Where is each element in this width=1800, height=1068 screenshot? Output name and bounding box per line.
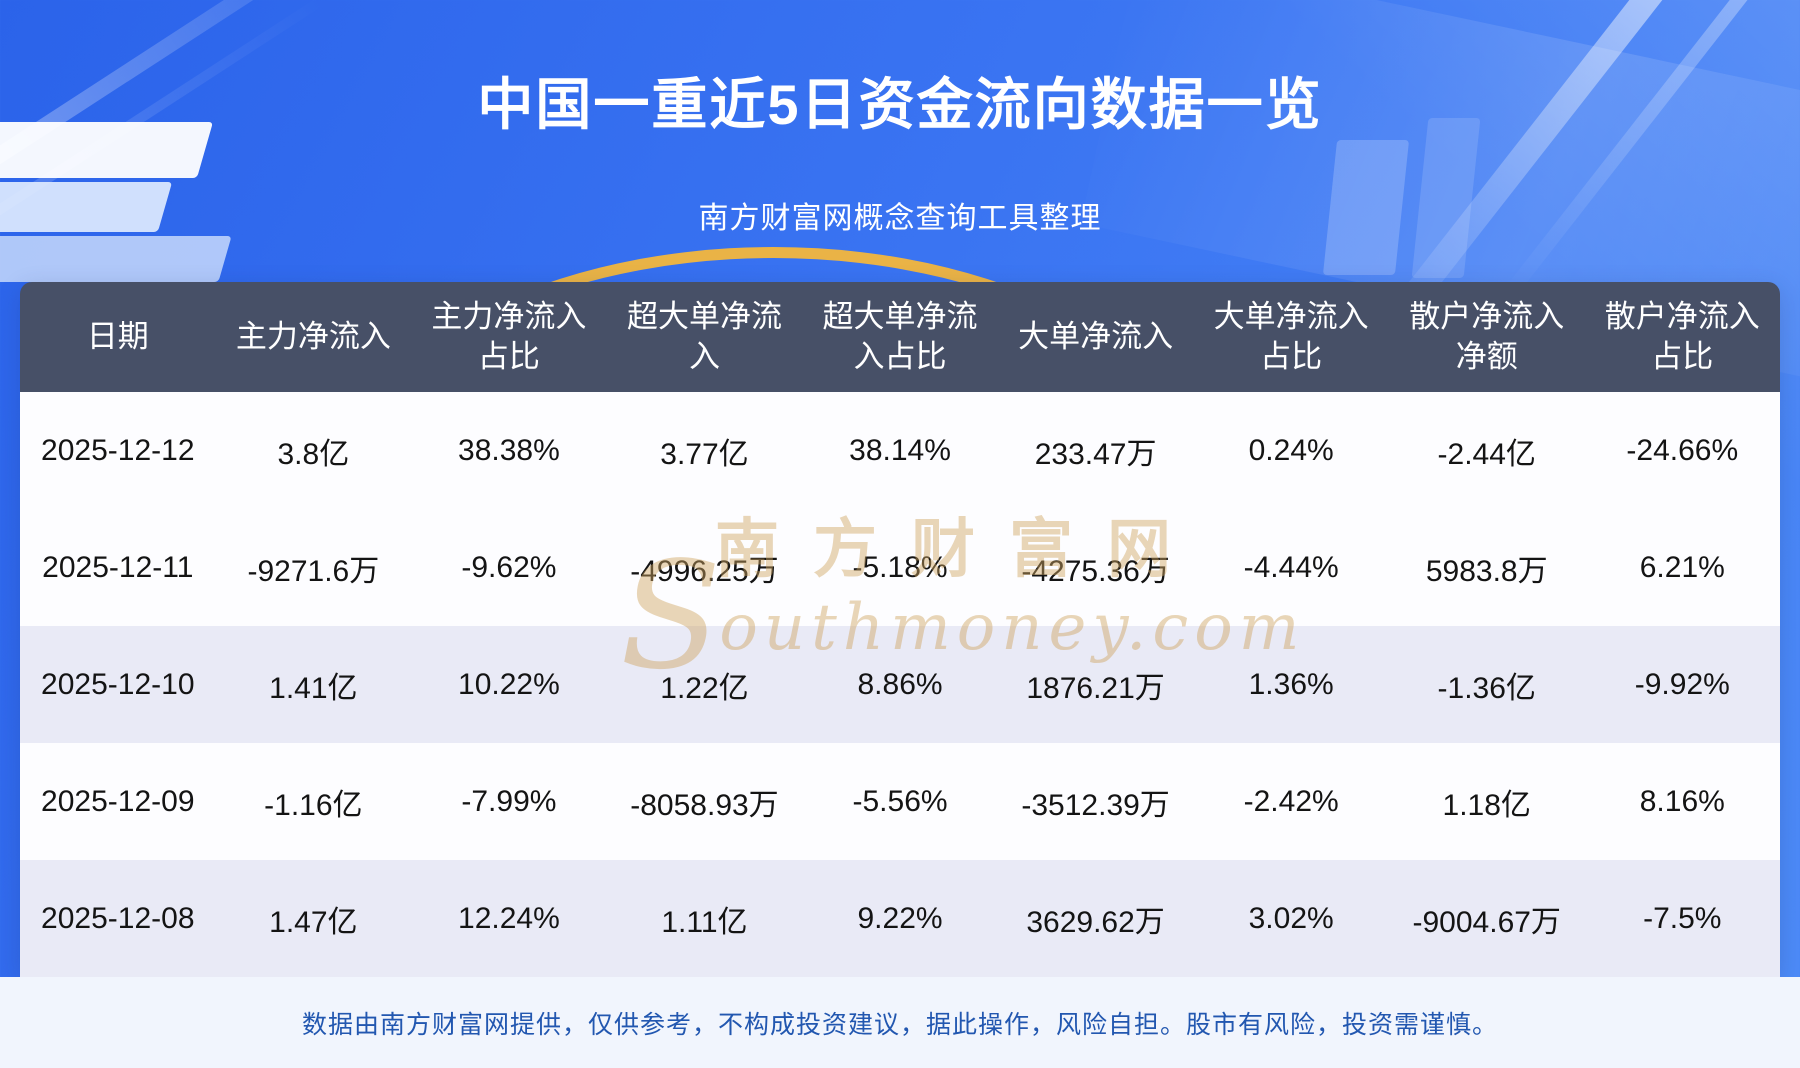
table-cell: -9.92% bbox=[1634, 667, 1730, 701]
table-cell: -24.66% bbox=[1626, 433, 1739, 467]
block-decoration bbox=[0, 236, 232, 282]
table-cell: 38.38% bbox=[458, 433, 560, 467]
table-cell: 3.77亿 bbox=[660, 437, 749, 471]
table-cell: 2025-12-12 bbox=[41, 433, 195, 467]
table-cell: 2025-12-09 bbox=[41, 784, 195, 818]
table-header-row: 日期 主力净流入 主力净流入占比 超大单净流入 超大单净流入占比 大单净流入 大… bbox=[20, 282, 1780, 392]
table-cell: 1.11亿 bbox=[661, 905, 748, 939]
table-row: 2025-12-09 -1.16亿 -7.99% -8058.93万 -5.56… bbox=[20, 743, 1780, 860]
column-header-retail-net-inflow-ratio: 散户净流入占比 bbox=[1604, 298, 1760, 374]
page-subtitle: 南方财富网概念查询工具整理 bbox=[698, 202, 1102, 235]
footer-strip: 数据由南方财富网提供，仅供参考，不构成投资建议，据此操作，风险自担。股市有风险，… bbox=[0, 977, 1800, 1068]
table-cell: 12.24% bbox=[458, 901, 560, 935]
column-header-large-order-net-inflow: 大单净流入 bbox=[1018, 318, 1174, 354]
column-header-retail-net-inflow: 散户净流入净额 bbox=[1409, 298, 1565, 374]
table-cell: -4.44% bbox=[1243, 550, 1339, 584]
table-cell: -7.99% bbox=[461, 784, 557, 818]
table-cell: -5.18% bbox=[852, 550, 948, 584]
table-cell: 1.47亿 bbox=[269, 905, 358, 939]
column-header-main-net-inflow: 主力净流入 bbox=[235, 318, 391, 354]
table-cell: -2.44亿 bbox=[1437, 437, 1536, 471]
table-cell: 10.22% bbox=[458, 667, 560, 701]
table-cell: 1.22亿 bbox=[660, 671, 749, 705]
table-row: 2025-12-12 3.8亿 38.38% 3.77亿 38.14% 233.… bbox=[20, 392, 1780, 509]
table-cell: -5.56% bbox=[852, 784, 948, 818]
table-cell: 9.22% bbox=[857, 901, 943, 935]
table-cell: -1.16亿 bbox=[264, 788, 363, 822]
table-cell: -3512.39万 bbox=[1021, 788, 1170, 822]
table-row: 2025-12-10 1.41亿 10.22% 1.22亿 8.86% 1876… bbox=[20, 626, 1780, 743]
table-cell: -9271.6万 bbox=[247, 554, 380, 588]
table-row: 2025-12-11 -9271.6万 -9.62% -4996.25万 -5.… bbox=[20, 509, 1780, 626]
table-cell: 2025-12-10 bbox=[41, 667, 195, 701]
table-cell: -9.62% bbox=[461, 550, 557, 584]
table-cell: 2025-12-11 bbox=[42, 550, 194, 584]
table-cell: 1.41亿 bbox=[269, 671, 358, 705]
table-cell: 1.18亿 bbox=[1442, 788, 1531, 822]
table-cell: -4996.25万 bbox=[630, 554, 779, 588]
table-cell: 1.36% bbox=[1248, 667, 1334, 701]
column-header-large-order-net-inflow-ratio: 大单净流入占比 bbox=[1213, 298, 1369, 374]
table-cell: -1.36亿 bbox=[1437, 671, 1536, 705]
table-cell: 8.86% bbox=[857, 667, 943, 701]
table-cell: -2.42% bbox=[1243, 784, 1339, 818]
table-cell: 6.21% bbox=[1639, 550, 1725, 584]
disclaimer-text: 数据由南方财富网提供，仅供参考，不构成投资建议，据此操作，风险自担。股市有风险，… bbox=[301, 1010, 1498, 1039]
table-cell: -9004.67万 bbox=[1412, 905, 1561, 939]
table-cell: 233.47万 bbox=[1034, 437, 1157, 471]
table-cell: 2025-12-08 bbox=[41, 901, 195, 935]
banner: 中国一重近5日资金流向数据一览 南方财富网概念查询工具整理 bbox=[0, 0, 1800, 237]
table-cell: -7.5% bbox=[1643, 901, 1722, 935]
column-header-main-net-inflow-ratio: 主力净流入占比 bbox=[431, 298, 587, 374]
page-title: 中国一重近5日资金流向数据一览 bbox=[477, 73, 1323, 136]
table-cell: 38.14% bbox=[849, 433, 951, 467]
table-cell: 5983.8万 bbox=[1425, 554, 1548, 588]
table-cell: -4275.36万 bbox=[1021, 554, 1170, 588]
table-cell: 1876.21万 bbox=[1026, 671, 1165, 705]
table-cell: 3.8亿 bbox=[277, 437, 350, 471]
table-cell: 0.24% bbox=[1248, 433, 1334, 467]
table-cell: -8058.93万 bbox=[630, 788, 779, 822]
table-row: 2025-12-08 1.47亿 12.24% 1.11亿 9.22% 3629… bbox=[20, 860, 1780, 977]
column-header-xl-order-net-inflow: 超大单净流入 bbox=[626, 298, 782, 374]
capital-flow-table: 日期 主力净流入 主力净流入占比 超大单净流入 超大单净流入占比 大单净流入 大… bbox=[20, 282, 1780, 977]
table-cell: 8.16% bbox=[1639, 784, 1725, 818]
table-cell: 3.02% bbox=[1248, 901, 1334, 935]
column-header-xl-order-net-inflow-ratio: 超大单净流入占比 bbox=[822, 298, 978, 374]
column-header-date: 日期 bbox=[86, 318, 149, 354]
table-cell: 3629.62万 bbox=[1026, 905, 1165, 939]
